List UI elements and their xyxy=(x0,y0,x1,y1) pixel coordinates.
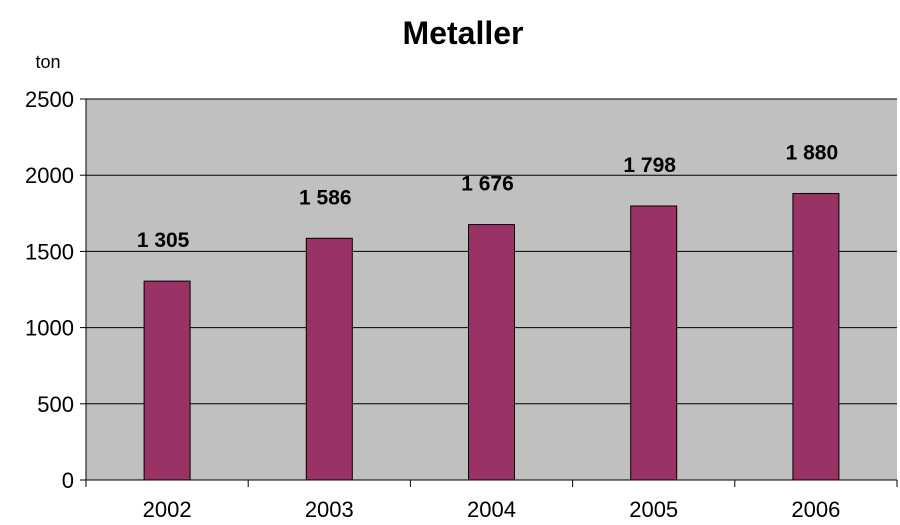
bar-2002 xyxy=(143,280,191,481)
data-label-2003: 1 586 xyxy=(299,186,352,209)
chart-title: Metaller xyxy=(403,15,524,51)
data-labels: 1 305 1 586 1 676 1 798 1 880 xyxy=(137,141,838,252)
bar-2004 xyxy=(468,224,515,481)
x-tick-label-2006: 2006 xyxy=(791,497,840,522)
y-tick-label: 2500 xyxy=(25,87,74,112)
x-tick-label-2004: 2004 xyxy=(467,497,516,522)
x-tick-label-2005: 2005 xyxy=(629,497,678,522)
data-label-2004: 1 676 xyxy=(461,173,514,196)
y-tick-label: 500 xyxy=(37,392,74,417)
data-label-2006: 1 880 xyxy=(786,141,839,164)
x-tick-label-2003: 2003 xyxy=(305,497,354,522)
y-tick-label: 1500 xyxy=(25,239,74,264)
y-tick-label: 1000 xyxy=(25,316,74,341)
y-axis-unit-label: ton xyxy=(35,52,60,72)
bar-2005 xyxy=(630,205,678,481)
y-tick-label: 2000 xyxy=(25,163,74,188)
y-tick-label: 0 xyxy=(62,468,74,493)
bars xyxy=(143,192,840,481)
bar-2003 xyxy=(305,237,353,481)
axes: 0 500 1000 1500 2000 2500 2002 2003 2004 2005 2006 xyxy=(25,87,898,522)
data-label-2002: 1 305 xyxy=(137,229,190,252)
bar-2006 xyxy=(792,192,840,481)
x-tick-label-2002: 2002 xyxy=(143,497,192,522)
data-label-2005: 1 798 xyxy=(623,154,676,177)
